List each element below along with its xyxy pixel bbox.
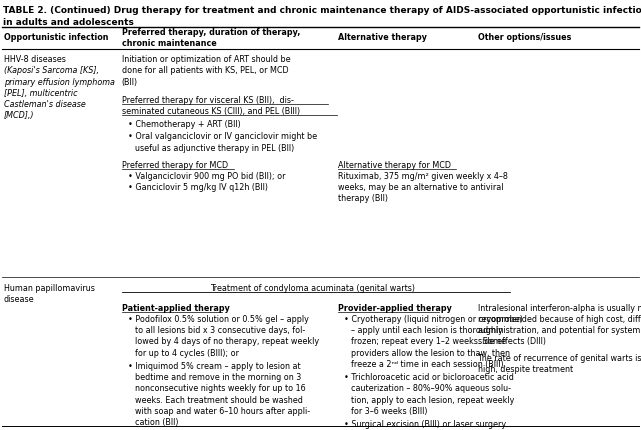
Text: Castleman's disease: Castleman's disease	[4, 100, 86, 109]
Text: • Valganciclovir 900 mg PO bid (BII); or: • Valganciclovir 900 mg PO bid (BII); or	[128, 171, 286, 180]
Text: with soap and water 6–10 hours after appli-: with soap and water 6–10 hours after app…	[135, 406, 310, 415]
Text: • Oral valganciclovir or IV ganciclovir might be: • Oral valganciclovir or IV ganciclovir …	[128, 132, 317, 141]
Text: Human papillomavirus: Human papillomavirus	[4, 283, 95, 292]
Text: • Ganciclovir 5 mg/kg IV q12h (BII): • Ganciclovir 5 mg/kg IV q12h (BII)	[128, 182, 268, 191]
Text: disease: disease	[4, 294, 35, 303]
Text: Treatment of condyloma acuminata (genital warts): Treatment of condyloma acuminata (genita…	[210, 283, 415, 292]
Text: Alternative therapy for MCD: Alternative therapy for MCD	[338, 160, 451, 169]
Text: HHV-8 diseases: HHV-8 diseases	[4, 55, 66, 64]
Text: The rate of recurrence of genital warts is: The rate of recurrence of genital warts …	[478, 353, 641, 362]
Text: to all lesions bid x 3 consecutive days, fol-: to all lesions bid x 3 consecutive days,…	[135, 326, 305, 335]
Text: therapy (BII): therapy (BII)	[338, 194, 388, 203]
Text: Preferred therapy for MCD: Preferred therapy for MCD	[122, 160, 228, 169]
Text: cauterization – 80%–90% aqueous solu-: cauterization – 80%–90% aqueous solu-	[351, 384, 511, 393]
Text: (Kaposi's Sarcoma [KS],: (Kaposi's Sarcoma [KS],	[4, 66, 99, 75]
Text: (BII): (BII)	[122, 77, 138, 86]
Text: Initiation or optimization of ART should be: Initiation or optimization of ART should…	[122, 55, 290, 64]
Text: frozen; repeat every 1–2 weeks. Some: frozen; repeat every 1–2 weeks. Some	[351, 337, 506, 346]
Text: • Podofilox 0.5% solution or 0.5% gel – apply: • Podofilox 0.5% solution or 0.5% gel – …	[128, 314, 309, 323]
Text: Alternative therapy: Alternative therapy	[338, 33, 427, 42]
Text: high, despite treatment: high, despite treatment	[478, 365, 572, 374]
Text: providers allow the lesion to thaw, then: providers allow the lesion to thaw, then	[351, 348, 510, 357]
Text: administration, and potential for systemic: administration, and potential for system…	[478, 326, 641, 335]
Text: side effects (DIII): side effects (DIII)	[478, 337, 545, 346]
Text: for 3–6 weeks (BIII): for 3–6 weeks (BIII)	[351, 406, 427, 415]
Text: • Cryotherapy (liquid nitrogen or cryoprobe): • Cryotherapy (liquid nitrogen or cryopr…	[344, 314, 523, 323]
Text: seminated cutaneous KS (CIII), and PEL (BIII): seminated cutaneous KS (CIII), and PEL (…	[122, 107, 300, 115]
Text: – apply until each lesion is thoroughly: – apply until each lesion is thoroughly	[351, 326, 503, 335]
Text: • Imiquimod 5% cream – apply to lesion at: • Imiquimod 5% cream – apply to lesion a…	[128, 361, 301, 370]
Text: in adults and adolescents: in adults and adolescents	[3, 18, 133, 27]
Text: for up to 4 cycles (BIII); or: for up to 4 cycles (BIII); or	[135, 348, 238, 357]
Text: done for all patients with KS, PEL, or MCD: done for all patients with KS, PEL, or M…	[122, 66, 288, 75]
Text: Patient-applied therapy: Patient-applied therapy	[122, 303, 229, 312]
Text: Rituximab, 375 mg/m² given weekly x 4–8: Rituximab, 375 mg/m² given weekly x 4–8	[338, 171, 508, 180]
Text: Other options/issues: Other options/issues	[478, 33, 571, 42]
Text: recommended because of high cost, difficult: recommended because of high cost, diffic…	[478, 314, 641, 323]
Text: primary effusion lymphoma: primary effusion lymphoma	[4, 77, 115, 86]
Text: tion, apply to each lesion, repeat weekly: tion, apply to each lesion, repeat weekl…	[351, 395, 514, 404]
Text: Intralesional interferon-alpha is usually not: Intralesional interferon-alpha is usuall…	[478, 303, 641, 312]
Text: • Trichloroacetic acid or bicloroacetic acid: • Trichloroacetic acid or bicloroacetic …	[344, 372, 514, 381]
Text: • Chemotherapy + ART (BII): • Chemotherapy + ART (BII)	[128, 120, 241, 129]
Text: Provider-applied therapy: Provider-applied therapy	[338, 303, 452, 312]
Text: bedtime and remove in the morning on 3: bedtime and remove in the morning on 3	[135, 372, 301, 381]
Text: lowed by 4 days of no therapy, repeat weekly: lowed by 4 days of no therapy, repeat we…	[135, 337, 319, 346]
Text: useful as adjunctive therapy in PEL (BII): useful as adjunctive therapy in PEL (BII…	[135, 143, 294, 152]
Text: Opportunistic infection: Opportunistic infection	[4, 33, 108, 42]
Text: chronic maintenance: chronic maintenance	[122, 39, 217, 48]
Text: TABLE 2. (Continued) Drug therapy for treatment and chronic maintenance therapy : TABLE 2. (Continued) Drug therapy for tr…	[3, 6, 641, 15]
Text: weeks, may be an alternative to antiviral: weeks, may be an alternative to antivira…	[338, 182, 503, 191]
Text: Preferred therapy, duration of therapy,: Preferred therapy, duration of therapy,	[122, 28, 300, 37]
Text: freeze a 2ⁿᵈ time in each session (BIII).: freeze a 2ⁿᵈ time in each session (BIII)…	[351, 359, 506, 368]
Text: cation (BII): cation (BII)	[135, 417, 178, 426]
Text: weeks. Each treatment should be washed: weeks. Each treatment should be washed	[135, 395, 303, 404]
Text: [PEL], multicentric: [PEL], multicentric	[4, 89, 78, 98]
Text: Preferred therapy for visceral KS (BII),  dis-: Preferred therapy for visceral KS (BII),…	[122, 95, 294, 104]
Text: • Surgical excision (BIII) or laser surgery: • Surgical excision (BIII) or laser surg…	[344, 419, 506, 428]
Text: [MCD],): [MCD],)	[4, 111, 35, 120]
Text: nonconsecutive nights weekly for up to 16: nonconsecutive nights weekly for up to 1…	[135, 384, 305, 393]
